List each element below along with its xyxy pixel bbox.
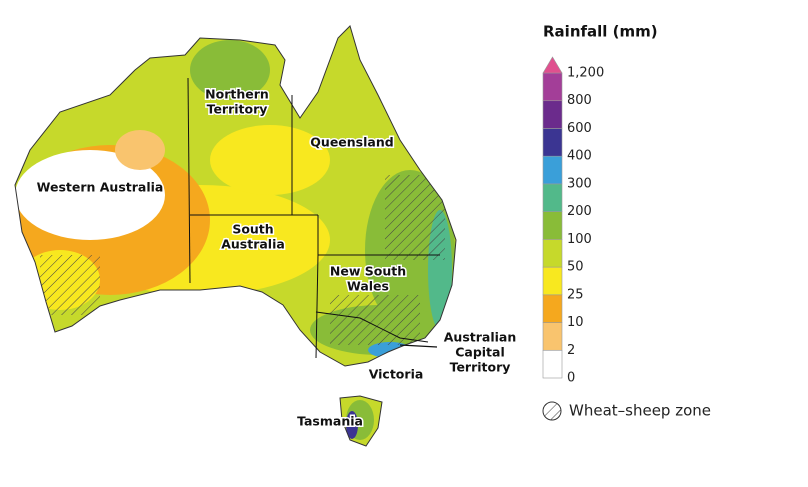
legend-swatch [542, 155, 563, 185]
legend-label: 600 [567, 121, 592, 136]
legend-label: 100 [567, 232, 592, 247]
region-label: Northern [205, 87, 269, 102]
legend-label: 50 [567, 260, 584, 275]
region-label: Territory [207, 102, 268, 117]
legend-swatch [542, 211, 563, 240]
legend-swatch [542, 100, 563, 129]
region-label: Queensland [310, 135, 393, 150]
zone-label: Wheat–sheep zone [569, 402, 711, 420]
legend-label: 2 [567, 343, 575, 358]
legend-swatch [542, 56, 563, 74]
legend-swatch [542, 128, 563, 157]
legend-swatch [542, 239, 563, 268]
region-label: Wales [347, 279, 389, 294]
legend-label: 800 [567, 93, 592, 108]
legend-label: 300 [567, 176, 592, 191]
region-label: Capital [455, 345, 505, 360]
region-label: Victoria [369, 367, 424, 382]
legend-label: 10 [567, 315, 584, 330]
act-pointer [399, 344, 438, 348]
state-borders [187, 77, 440, 359]
legend-label: 1,200 [567, 66, 604, 81]
legend-swatch [542, 266, 563, 296]
legend-label: 400 [567, 149, 592, 164]
legend-swatch [542, 72, 563, 102]
region-label: Australia [221, 237, 285, 252]
legend-label: 0 [567, 371, 575, 386]
legend-swatch [542, 183, 563, 212]
region-label: South [232, 222, 273, 237]
legend-label: 25 [567, 287, 584, 302]
legend-swatch [542, 294, 563, 323]
legend-swatch [542, 322, 563, 351]
region-label: Tasmania [297, 414, 363, 429]
region-label: New South [330, 264, 406, 279]
legend-swatch [542, 349, 563, 379]
region-label: Australian [444, 330, 517, 345]
legend-label: 200 [567, 204, 592, 219]
zone-swatch [542, 401, 562, 421]
region-label: Western Australia [37, 180, 164, 195]
legend-title: Rainfall (mm) [543, 23, 658, 41]
region-label: Territory [450, 360, 511, 375]
